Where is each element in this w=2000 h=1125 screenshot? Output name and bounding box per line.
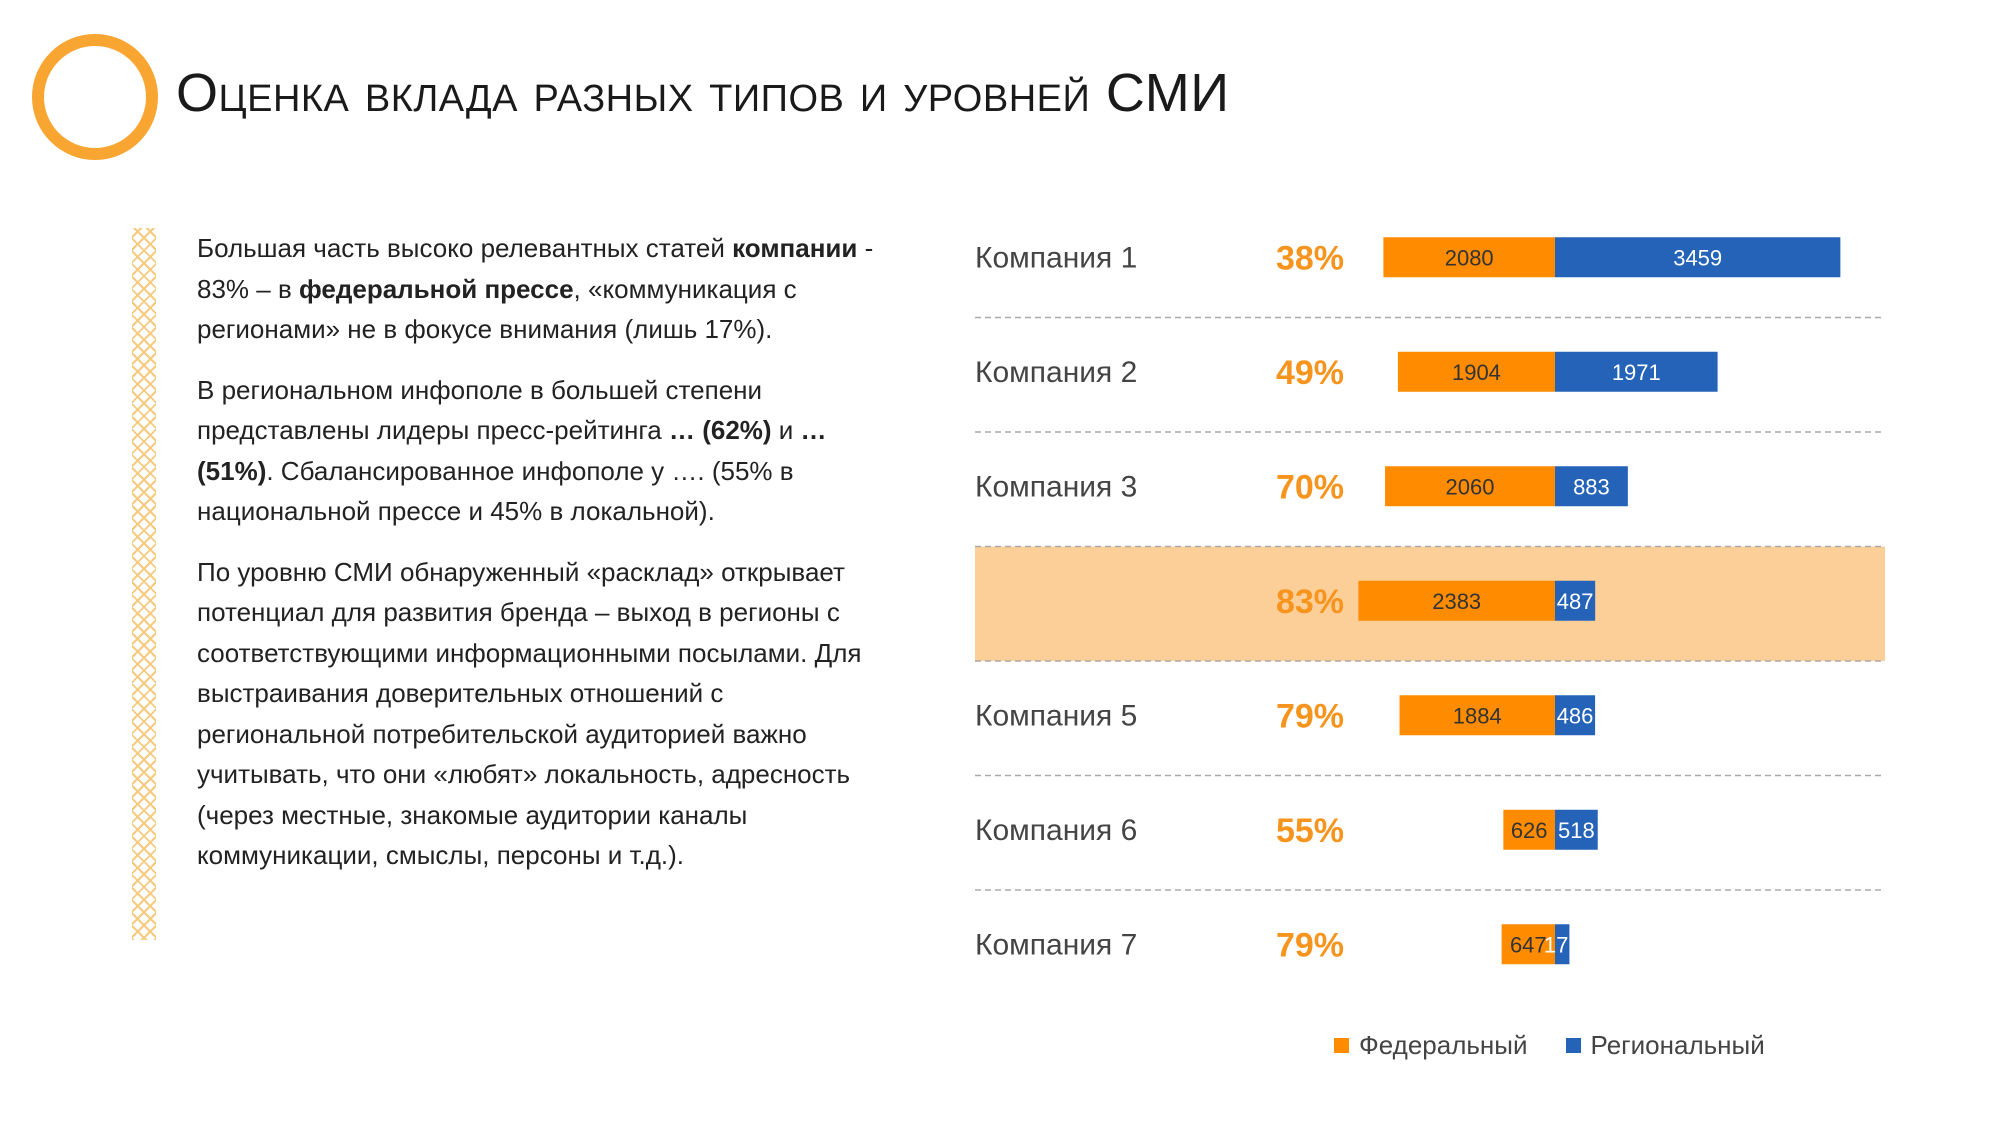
percent-label: 70% — [1276, 468, 1344, 506]
text-run: компании — [732, 233, 858, 263]
data-label-federal: 1884 — [1453, 703, 1502, 728]
data-label-regional: 883 — [1573, 474, 1610, 499]
percent-label: 79% — [1276, 926, 1344, 964]
paragraph-1: Большая часть высоко релевантных статей … — [197, 228, 887, 350]
category-label: Компания 6 — [975, 814, 1137, 847]
data-label-regional: 3459 — [1673, 245, 1722, 270]
data-label-federal: 2060 — [1446, 474, 1495, 499]
paragraph-3: По уровню СМИ обнаруженный «расклад» отк… — [197, 552, 887, 876]
bar-regional — [1555, 695, 1596, 736]
data-label-federal: 626 — [1511, 818, 1548, 843]
bar-federal — [1397, 351, 1555, 392]
data-label-regional: 518 — [1558, 818, 1595, 843]
category-label: Компания 5 — [975, 699, 1137, 732]
category-label: Компания 1 — [975, 241, 1137, 274]
bar-regional — [1555, 809, 1598, 850]
category-label: Компания 3 — [975, 470, 1137, 503]
page-title: Оценка вклада разных типов и уровней СМИ — [176, 63, 1230, 123]
text-run: - 83% – в — [197, 233, 874, 304]
percent-label: 38% — [1276, 239, 1344, 277]
text-run: … (62%) — [668, 415, 772, 445]
decorative-pattern-strip — [132, 228, 156, 940]
data-label-federal: 2080 — [1445, 245, 1494, 270]
percent-label: 79% — [1276, 697, 1344, 735]
text-run: , «коммуникация с регионами» не в фокусе… — [197, 273, 797, 345]
category-label: Компания 7 — [975, 928, 1137, 961]
data-label-regional: 487 — [1557, 589, 1594, 614]
percent-label: 55% — [1276, 812, 1344, 850]
percent-label: 83% — [1276, 583, 1344, 621]
percent-label: 49% — [1276, 354, 1344, 392]
bar-regional — [1555, 237, 1841, 278]
description-text: Большая часть высоко релевантных статей … — [197, 228, 887, 896]
text-run: По уровню СМИ обнаруженный «расклад» отк… — [197, 556, 862, 871]
paragraph-2: В региональном инфополе в большей степен… — [197, 370, 887, 532]
legend-item-federal: Федеральный — [1334, 1030, 1528, 1061]
data-label-regional: 1971 — [1612, 360, 1661, 385]
data-label-regional: 175 — [1544, 932, 1581, 957]
text-run: В региональном инфополе в большей степен… — [197, 374, 763, 446]
legend-label-federal: Федеральный — [1359, 1030, 1528, 1060]
chart-legend: Федеральный Региональный — [1334, 1030, 1765, 1061]
text-run: . Сбалансированное инфополе у …. (55% в … — [197, 455, 794, 527]
bar-federal — [1501, 924, 1555, 965]
data-label-federal: 1904 — [1452, 360, 1501, 385]
bar-federal — [1358, 580, 1555, 621]
bar-federal — [1385, 466, 1555, 507]
legend-swatch-regional — [1565, 1038, 1581, 1053]
bar-regional — [1555, 466, 1628, 507]
text-run: Большая часть высоко релевантных статей — [197, 233, 733, 263]
category-label: Компания 2 — [975, 356, 1137, 389]
data-label-federal: 647 — [1510, 932, 1547, 957]
legend-item-regional: Региональный — [1565, 1030, 1765, 1061]
bar-federal — [1503, 809, 1555, 850]
bar-federal — [1383, 237, 1555, 278]
legend-swatch-federal — [1334, 1038, 1349, 1053]
bar-regional — [1555, 351, 1718, 392]
data-label-regional: 486 — [1557, 703, 1594, 728]
text-run: …(51%) — [197, 415, 827, 486]
text-run: федеральной прессе — [298, 273, 574, 304]
legend-label-regional: Региональный — [1590, 1030, 1765, 1060]
bar-regional — [1555, 580, 1596, 621]
bar-regional — [1555, 924, 1570, 965]
bar-federal — [1399, 695, 1555, 736]
text-run: и — [771, 415, 801, 445]
data-label-federal: 2383 — [1432, 589, 1481, 614]
